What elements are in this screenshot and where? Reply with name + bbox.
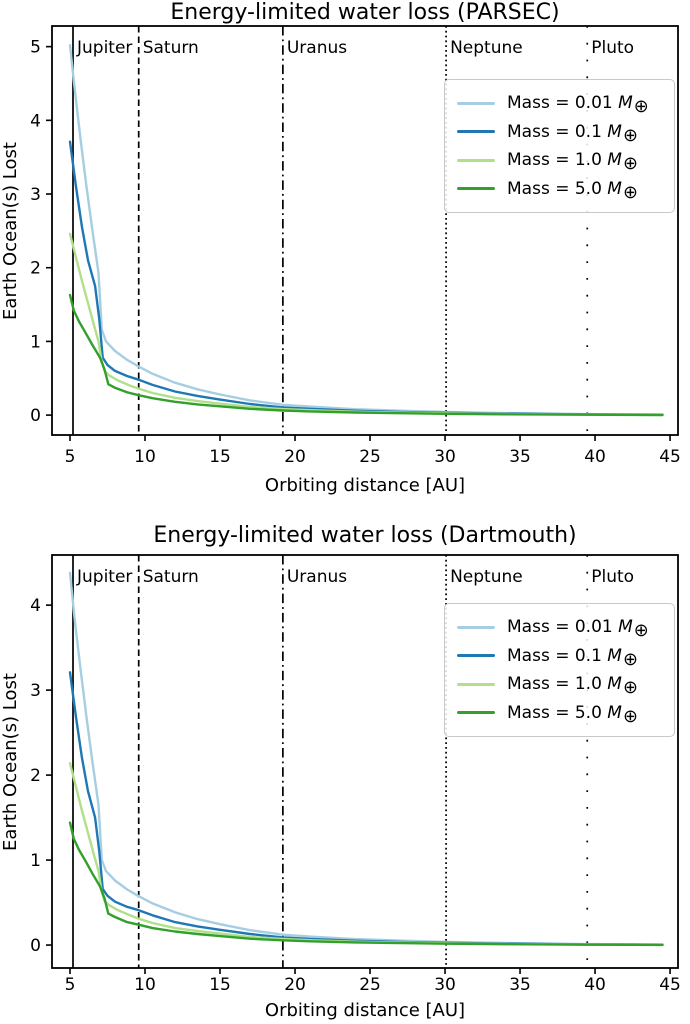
x-tick-label-5: 5 xyxy=(65,975,76,995)
legend-dartmouth: Mass = 0.01 M⊕ Mass = 0.1 M⊕ Mass = 1.0 M⊕… xyxy=(444,603,675,737)
x-tick-label-10: 10 xyxy=(134,975,156,995)
planet-label-jupiter: Jupiter xyxy=(76,567,132,587)
x-tick-label-45: 45 xyxy=(659,447,681,467)
legend-swatch-mass-1.0-m xyxy=(457,158,495,162)
y-tick-label-3: 3 xyxy=(30,185,41,205)
plot-parsec: Energy-limited water loss (PARSEC) Jupit… xyxy=(0,0,681,496)
legend-label: Mass = 0.01 M⊕ xyxy=(507,617,649,642)
x-tick-label-45: 45 xyxy=(659,975,681,995)
x-tick-label-30: 30 xyxy=(434,975,456,995)
y-tick-label-0: 0 xyxy=(30,936,41,956)
chart-title-parsec: Energy-limited water loss (PARSEC) xyxy=(170,0,559,25)
x-tick-label-10: 10 xyxy=(134,447,156,467)
y-tick-label-1: 1 xyxy=(30,332,41,352)
chart-parsec: Energy-limited water loss (PARSEC) Jupit… xyxy=(0,0,681,496)
legend-label: Mass = 5.0 M⊕ xyxy=(507,178,638,203)
legend-swatch-mass-0.01-m xyxy=(457,625,495,629)
legend-parsec: Mass = 0.01 M⊕ Mass = 0.1 M⊕ Mass = 1.0 M⊕… xyxy=(444,79,675,213)
legend-item-mass-5.0-m: Mass = 5.0 M⊕ xyxy=(457,175,662,204)
x-tick-label-25: 25 xyxy=(359,447,381,467)
y-tick-label-0: 0 xyxy=(30,406,41,426)
x-tick-label-40: 40 xyxy=(584,447,606,467)
x-tick-label-40: 40 xyxy=(584,975,606,995)
legend-swatch-mass-1.0-m xyxy=(457,682,495,686)
x-tick-label-25: 25 xyxy=(359,975,381,995)
planet-label-uranus: Uranus xyxy=(287,38,347,58)
legend-swatch-mass-0.01-m xyxy=(457,101,495,105)
legend-item-mass-0.01-m: Mass = 0.01 M⊕ xyxy=(457,89,662,118)
x-tick-label-35: 35 xyxy=(509,975,531,995)
plot-dartmouth: Energy-limited water loss (Dartmouth) Ju… xyxy=(0,523,681,1021)
legend-label: Mass = 5.0 M⊕ xyxy=(507,702,638,727)
x-tick-label-35: 35 xyxy=(509,447,531,467)
planet-label-saturn: Saturn xyxy=(143,567,199,587)
series-line-mass-0.01-m xyxy=(68,571,664,946)
legend-item-mass-0.01-m: Mass = 0.01 M⊕ xyxy=(457,613,662,642)
planet-label-neptune: Neptune xyxy=(450,38,523,58)
legend-label: Mass = 0.1 M⊕ xyxy=(507,121,638,146)
legend-label: Mass = 1.0 M⊕ xyxy=(507,674,638,699)
legend-swatch-mass-0.1-m xyxy=(457,130,495,134)
legend-item-mass-0.1-m: Mass = 0.1 M⊕ xyxy=(457,118,662,147)
y-tick-label-4: 4 xyxy=(30,111,41,131)
chart-title-dartmouth: Energy-limited water loss (Dartmouth) xyxy=(153,523,576,548)
planet-label-saturn: Saturn xyxy=(143,38,199,58)
y-tick-label-2: 2 xyxy=(30,766,41,786)
x-tick-label-15: 15 xyxy=(209,447,231,467)
legend-item-mass-5.0-m: Mass = 5.0 M⊕ xyxy=(457,699,662,728)
legend-swatch-mass-5.0-m xyxy=(457,187,495,191)
legend-item-mass-1.0-m: Mass = 1.0 M⊕ xyxy=(457,670,662,699)
legend-item-mass-1.0-m: Mass = 1.0 M⊕ xyxy=(457,146,662,175)
plot-frame xyxy=(51,554,679,969)
planet-label-jupiter: Jupiter xyxy=(76,38,132,58)
x-tick-label-15: 15 xyxy=(209,975,231,995)
planet-label-uranus: Uranus xyxy=(287,567,347,587)
x-tick-label-20: 20 xyxy=(284,447,306,467)
x-tick-label-30: 30 xyxy=(434,447,456,467)
y-axis-label: Earth Ocean(s) Lost xyxy=(0,673,21,851)
series-line-mass-5.0-m xyxy=(68,821,664,947)
x-axis-label: Orbiting distance [AU] xyxy=(265,1000,465,1021)
legend-label: Mass = 0.01 M⊕ xyxy=(507,93,649,118)
y-tick-label-2: 2 xyxy=(30,259,41,279)
x-tick-label-20: 20 xyxy=(284,975,306,995)
legend-item-mass-0.1-m: Mass = 0.1 M⊕ xyxy=(457,642,662,671)
legend-swatch-mass-0.1-m xyxy=(457,654,495,658)
planet-label-pluto: Pluto xyxy=(591,567,634,587)
planet-label-pluto: Pluto xyxy=(591,38,634,58)
chart-dartmouth: Energy-limited water loss (Dartmouth) Ju… xyxy=(0,512,690,1024)
y-tick-label-4: 4 xyxy=(30,596,41,616)
x-tick-label-5: 5 xyxy=(65,447,76,467)
legend-label: Mass = 0.1 M⊕ xyxy=(507,645,638,670)
x-axis-label: Orbiting distance [AU] xyxy=(265,475,465,496)
legend-label: Mass = 1.0 M⊕ xyxy=(507,150,638,175)
y-tick-label-1: 1 xyxy=(30,851,41,871)
y-tick-label-3: 3 xyxy=(30,681,41,701)
plot-frame xyxy=(51,25,679,436)
y-axis-label: Earth Ocean(s) Lost xyxy=(0,142,21,320)
planet-label-neptune: Neptune xyxy=(450,567,523,587)
series-line-mass-5.0-m xyxy=(68,293,664,417)
legend-swatch-mass-5.0-m xyxy=(457,711,495,715)
y-tick-label-5: 5 xyxy=(30,38,41,58)
